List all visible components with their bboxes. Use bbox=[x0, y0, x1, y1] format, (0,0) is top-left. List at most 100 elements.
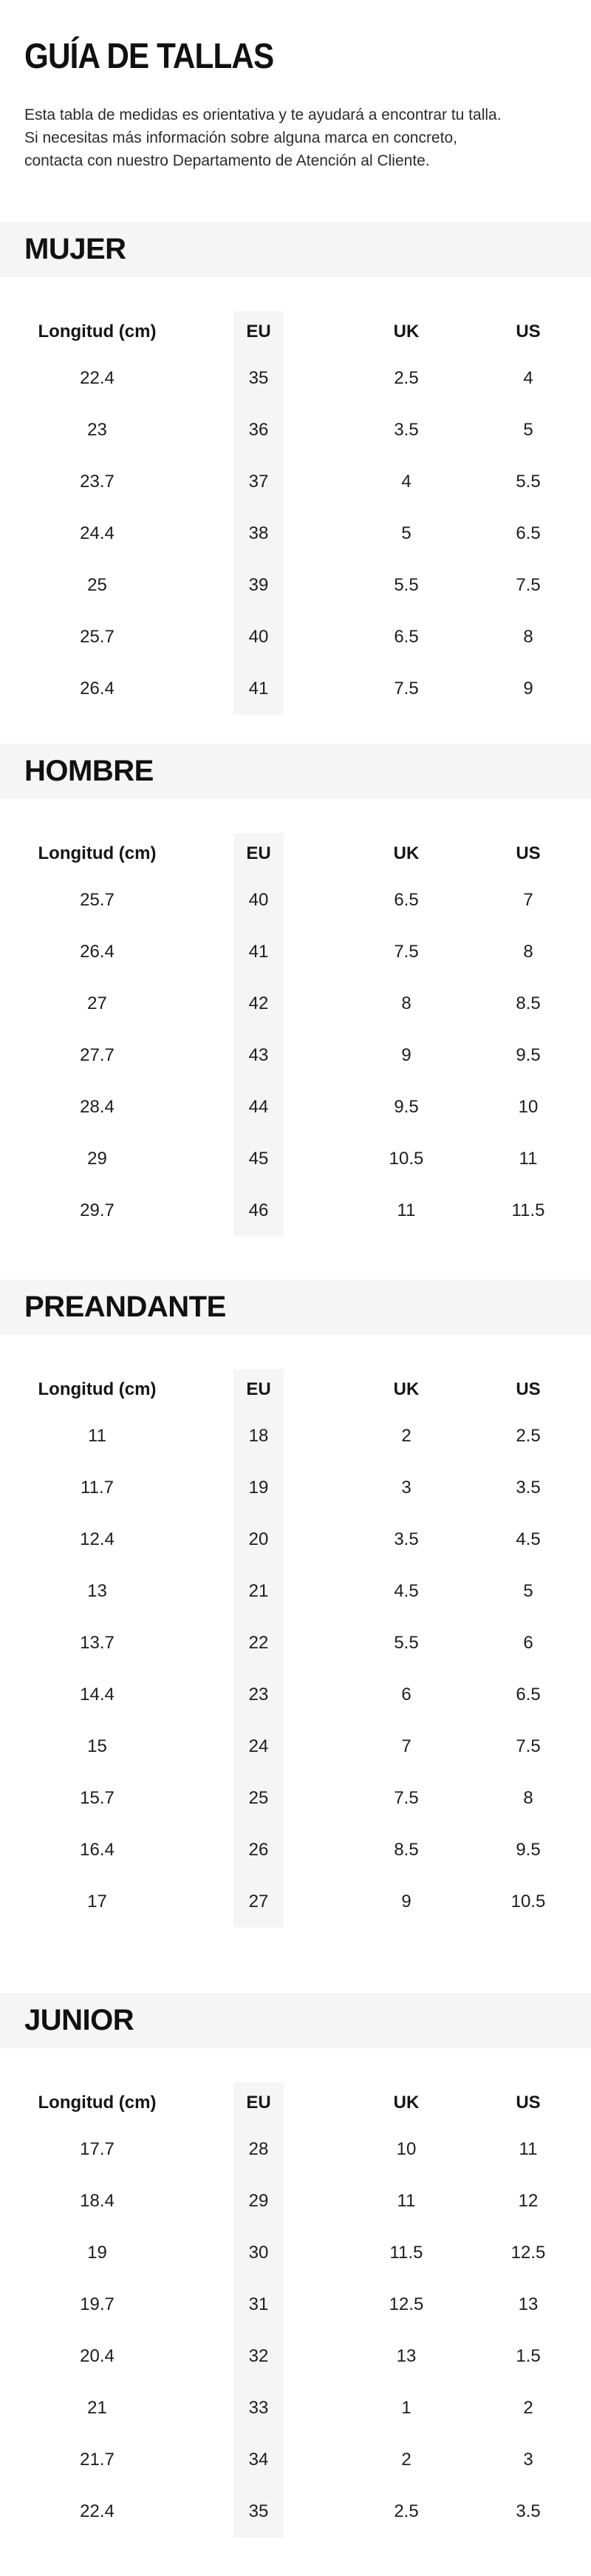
intro-line: Esta tabla de medidas es orientativa y t… bbox=[24, 106, 502, 123]
cell-eu: 35 bbox=[170, 2486, 347, 2538]
table-header-row: Longitud (cm) EU UK US bbox=[24, 1369, 591, 1410]
cell-longitud: 25 bbox=[87, 575, 107, 595]
cell-eu: 40 bbox=[170, 611, 347, 663]
cell-eu: 44 bbox=[170, 1081, 347, 1133]
table-row: 16.4 26 8.5 9.5 bbox=[24, 1824, 591, 1876]
eu-strip: 23 bbox=[233, 1669, 284, 1721]
table-row: 25.7 40 6.5 8 bbox=[24, 611, 591, 663]
cell-eu: 31 bbox=[170, 2279, 347, 2331]
cell-uk: 11 bbox=[397, 1200, 416, 1220]
eu-strip: 37 bbox=[233, 456, 284, 508]
cell-eu: 23 bbox=[170, 1669, 347, 1721]
size-section-preandante: PREANDANTE Longitud (cm) EU UK US 11 18 2 2.5 11.… bbox=[0, 1279, 591, 1928]
cell-eu: 20 bbox=[170, 1514, 347, 1566]
cell-longitud: 29 bbox=[87, 1149, 107, 1169]
col-header-us: US bbox=[516, 322, 541, 341]
cell-uk: 2.5 bbox=[394, 2501, 419, 2521]
table-row: 17.7 28 10 11 bbox=[24, 2124, 591, 2175]
cell-us: 8.5 bbox=[516, 993, 541, 1013]
table-header-row: Longitud (cm) EU UK US bbox=[24, 833, 591, 874]
table-row: 12.4 20 3.5 4.5 bbox=[24, 1514, 591, 1566]
eu-strip: 35 bbox=[233, 2486, 284, 2538]
cell-us: 4.5 bbox=[516, 1529, 541, 1549]
cell-uk: 7.5 bbox=[394, 942, 419, 962]
cell-us: 7.5 bbox=[516, 575, 541, 595]
cell-eu: 25 bbox=[170, 1773, 347, 1824]
eu-strip: 38 bbox=[233, 508, 284, 560]
size-table: Longitud (cm) EU UK US 17.7 28 10 11 18.4 29 11 12 1… bbox=[24, 2082, 591, 2538]
col-header-eu: EU bbox=[170, 2082, 347, 2124]
cell-us: 3.5 bbox=[516, 1478, 541, 1498]
eu-strip: EU bbox=[233, 833, 284, 874]
table-row: 23.7 37 4 5.5 bbox=[24, 456, 591, 508]
table-row: 20.4 32 13 1.5 bbox=[24, 2331, 591, 2382]
section-title: MUJER bbox=[24, 233, 126, 265]
section-title: JUNIOR bbox=[24, 2004, 134, 2036]
eu-strip: 43 bbox=[233, 1030, 284, 1081]
cell-longitud: 19.7 bbox=[80, 2294, 115, 2314]
cell-eu: 30 bbox=[170, 2227, 347, 2279]
table-row: 13.7 22 5.5 6 bbox=[24, 1617, 591, 1669]
section-title: PREANDANTE bbox=[24, 1291, 226, 1323]
col-header-eu: EU bbox=[170, 1369, 347, 1410]
cell-us: 2 bbox=[523, 2398, 533, 2418]
eu-strip: 41 bbox=[233, 663, 284, 715]
cell-longitud: 23 bbox=[87, 420, 107, 440]
table-row: 19.7 31 12.5 13 bbox=[24, 2279, 591, 2331]
cell-longitud: 13 bbox=[87, 1581, 107, 1601]
cell-longitud: 26.4 bbox=[80, 942, 115, 962]
size-guide: MUJER Longitud (cm) EU UK US 22.4 35 2.5 4 23 36 3.… bbox=[0, 222, 591, 2538]
cell-longitud: 20.4 bbox=[80, 2346, 115, 2366]
eu-strip: 22 bbox=[233, 1617, 284, 1669]
cell-uk: 3 bbox=[401, 1478, 411, 1498]
eu-strip: 20 bbox=[233, 1514, 284, 1566]
cell-uk: 9 bbox=[401, 1892, 411, 1911]
cell-us: 6.5 bbox=[516, 523, 541, 543]
cell-eu: 19 bbox=[170, 1462, 347, 1514]
cell-longitud: 13.7 bbox=[80, 1633, 115, 1653]
eu-strip: 33 bbox=[233, 2382, 284, 2434]
cell-uk: 7 bbox=[401, 1736, 411, 1756]
cell-uk: 2 bbox=[401, 2450, 411, 2470]
cell-longitud: 23.7 bbox=[80, 472, 115, 492]
cell-eu: 28 bbox=[170, 2124, 347, 2175]
cell-eu: 35 bbox=[170, 353, 347, 404]
eu-strip: 32 bbox=[233, 2331, 284, 2382]
cell-us: 12.5 bbox=[510, 2243, 546, 2263]
cell-longitud: 15 bbox=[87, 1736, 107, 1756]
table-row: 24.4 38 5 6.5 bbox=[24, 508, 591, 560]
eu-strip: 39 bbox=[233, 560, 284, 611]
cell-eu: 24 bbox=[170, 1721, 347, 1773]
cell-uk: 5 bbox=[401, 523, 411, 543]
cell-uk: 4.5 bbox=[394, 1581, 419, 1601]
cell-uk: 2.5 bbox=[394, 368, 419, 388]
col-header-us: US bbox=[516, 1379, 541, 1399]
cell-uk: 3.5 bbox=[394, 1529, 419, 1549]
eu-strip: 35 bbox=[233, 353, 284, 404]
col-header-uk: UK bbox=[393, 322, 420, 341]
cell-us: 1.5 bbox=[516, 2346, 541, 2366]
table-header-row: Longitud (cm) EU UK US bbox=[24, 311, 591, 353]
cell-eu: 41 bbox=[170, 926, 347, 978]
cell-longitud: 17.7 bbox=[80, 2139, 115, 2159]
cell-uk: 7.5 bbox=[394, 679, 419, 699]
cell-uk: 11 bbox=[397, 2191, 416, 2211]
table-row: 18.4 29 11 12 bbox=[24, 2175, 591, 2227]
size-section-mujer: MUJER Longitud (cm) EU UK US 22.4 35 2.5 4 23 36 3.… bbox=[0, 222, 591, 715]
eu-strip: 30 bbox=[233, 2227, 284, 2279]
eu-strip: 45 bbox=[233, 1133, 284, 1185]
eu-strip: 26 bbox=[233, 1824, 284, 1876]
cell-eu: 27 bbox=[170, 1876, 347, 1928]
eu-strip: 19 bbox=[233, 1462, 284, 1514]
eu-strip: 31 bbox=[233, 2279, 284, 2331]
col-header-eu: EU bbox=[170, 311, 347, 353]
cell-uk: 8.5 bbox=[394, 1840, 419, 1860]
cell-us: 7.5 bbox=[516, 1736, 541, 1756]
cell-longitud: 14.4 bbox=[80, 1685, 115, 1705]
cell-longitud: 22.4 bbox=[80, 368, 115, 388]
cell-uk: 12.5 bbox=[389, 2294, 424, 2314]
cell-eu: 45 bbox=[170, 1133, 347, 1185]
cell-us: 9.5 bbox=[516, 1045, 541, 1065]
table-row: 21 33 1 2 bbox=[24, 2382, 591, 2434]
cell-eu: 39 bbox=[170, 560, 347, 611]
